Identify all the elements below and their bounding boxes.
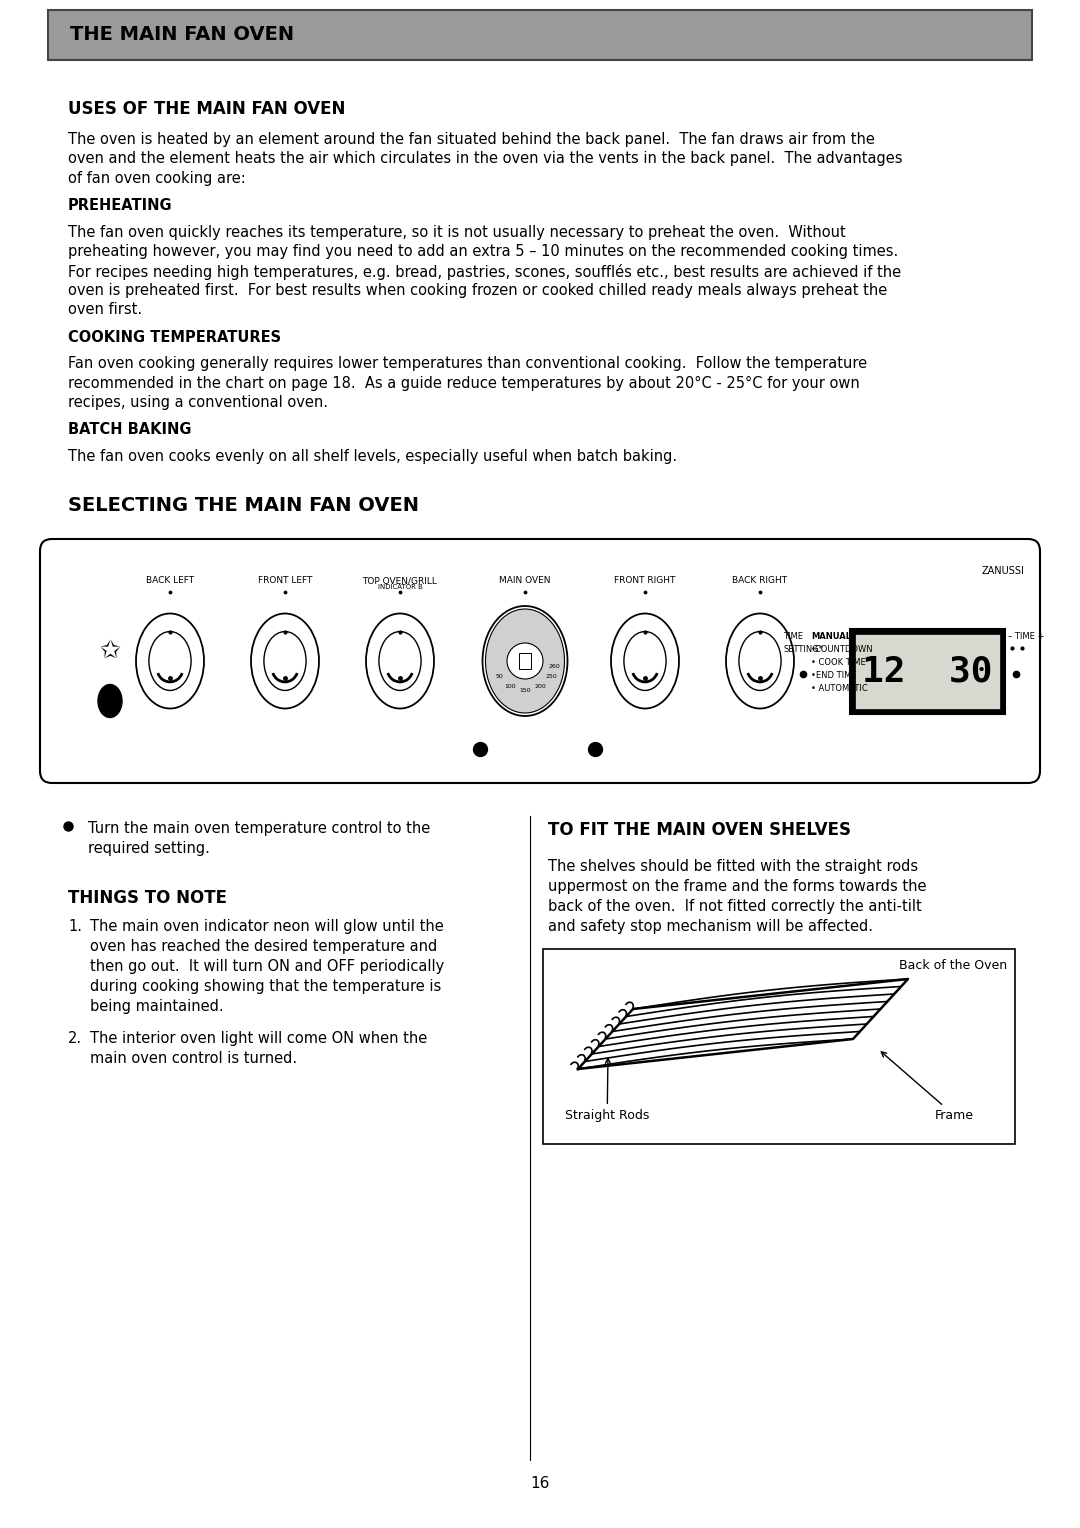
Text: Back of the Oven: Back of the Oven — [899, 960, 1007, 972]
Text: COOKING TEMPERATURES: COOKING TEMPERATURES — [68, 330, 281, 345]
Text: USES OF THE MAIN FAN OVEN: USES OF THE MAIN FAN OVEN — [68, 99, 346, 118]
Text: 12  30: 12 30 — [862, 656, 993, 689]
Text: back of the oven.  If not fitted correctly the anti-tilt: back of the oven. If not fitted correctl… — [548, 898, 921, 914]
Text: Turn the main oven temperature control to the: Turn the main oven temperature control t… — [87, 821, 430, 836]
FancyBboxPatch shape — [850, 630, 1005, 715]
Text: oven and the element heats the air which circulates in the oven via the vents in: oven and the element heats the air which… — [68, 151, 903, 167]
Text: 100: 100 — [504, 685, 516, 689]
FancyBboxPatch shape — [855, 634, 1000, 709]
Ellipse shape — [379, 631, 421, 691]
Text: •END TIME: •END TIME — [811, 671, 856, 680]
Circle shape — [507, 643, 543, 678]
Text: The main oven indicator neon will glow until the: The main oven indicator neon will glow u… — [90, 918, 444, 934]
Ellipse shape — [136, 614, 204, 709]
Ellipse shape — [149, 631, 191, 691]
Text: • AUTOMATIC: • AUTOMATIC — [811, 685, 867, 694]
Text: For recipes needing high temperatures, e.g. bread, pastries, scones, soufflés et: For recipes needing high temperatures, e… — [68, 263, 901, 280]
Text: 200: 200 — [535, 685, 545, 689]
Text: BACK RIGHT: BACK RIGHT — [732, 576, 787, 585]
Text: PREHEATING: PREHEATING — [68, 199, 173, 214]
Text: 16: 16 — [530, 1476, 550, 1491]
FancyBboxPatch shape — [40, 539, 1040, 782]
Text: The interior oven light will come ON when the: The interior oven light will come ON whe… — [90, 1031, 428, 1047]
Text: preheating however, you may find you need to add an extra 5 – 10 minutes on the : preheating however, you may find you nee… — [68, 244, 899, 260]
Text: 260: 260 — [549, 663, 561, 669]
Ellipse shape — [486, 610, 565, 714]
Text: oven has reached the desired temperature and: oven has reached the desired temperature… — [90, 940, 437, 953]
Text: 250: 250 — [545, 674, 557, 678]
Text: TIME: TIME — [783, 633, 804, 642]
Text: The oven is heated by an element around the fan situated behind the back panel. : The oven is heated by an element around … — [68, 131, 875, 147]
Text: 50: 50 — [495, 674, 503, 678]
Text: 2.: 2. — [68, 1031, 82, 1047]
Text: MAIN OVEN: MAIN OVEN — [499, 576, 551, 585]
Text: required setting.: required setting. — [87, 840, 210, 856]
Text: – TIME +: – TIME + — [1008, 633, 1044, 642]
Text: THE MAIN FAN OVEN: THE MAIN FAN OVEN — [70, 24, 294, 43]
Text: The shelves should be fitted with the straight rods: The shelves should be fitted with the st… — [548, 859, 918, 874]
Text: BATCH BAKING: BATCH BAKING — [68, 423, 191, 437]
Text: main oven control is turned.: main oven control is turned. — [90, 1051, 297, 1067]
Text: BACK LEFT: BACK LEFT — [146, 576, 194, 585]
Ellipse shape — [624, 631, 666, 691]
Text: being maintained.: being maintained. — [90, 999, 224, 1015]
Text: TO FIT THE MAIN OVEN SHELVES: TO FIT THE MAIN OVEN SHELVES — [548, 821, 851, 839]
Text: INDICATOR B: INDICATOR B — [378, 584, 422, 590]
Text: ZANUSSI: ZANUSSI — [982, 565, 1025, 576]
Text: 1.: 1. — [68, 918, 82, 934]
Ellipse shape — [264, 631, 306, 691]
Text: then go out.  It will turn ON and OFF periodically: then go out. It will turn ON and OFF per… — [90, 960, 444, 973]
Text: ✩: ✩ — [99, 639, 121, 663]
Ellipse shape — [483, 607, 567, 717]
Ellipse shape — [366, 614, 434, 709]
Text: FRONT RIGHT: FRONT RIGHT — [615, 576, 676, 585]
Text: Straight Rods: Straight Rods — [565, 1059, 649, 1122]
Ellipse shape — [251, 614, 319, 709]
Ellipse shape — [611, 614, 679, 709]
Text: SETTING*: SETTING* — [783, 645, 823, 654]
Text: oven is preheated first.  For best results when cooking frozen or cooked chilled: oven is preheated first. For best result… — [68, 283, 888, 298]
Text: Frame: Frame — [881, 1051, 974, 1122]
Text: and safety stop mechanism will be affected.: and safety stop mechanism will be affect… — [548, 918, 873, 934]
Text: uppermost on the frame and the forms towards the: uppermost on the frame and the forms tow… — [548, 879, 927, 894]
Text: recipes, using a conventional oven.: recipes, using a conventional oven. — [68, 396, 328, 410]
Text: recommended in the chart on page 18.  As a guide reduce temperatures by about 20: recommended in the chart on page 18. As … — [68, 376, 860, 391]
Text: of fan oven cooking are:: of fan oven cooking are: — [68, 171, 246, 186]
Ellipse shape — [739, 631, 781, 691]
Text: SELECTING THE MAIN FAN OVEN: SELECTING THE MAIN FAN OVEN — [68, 497, 419, 515]
Text: during cooking showing that the temperature is: during cooking showing that the temperat… — [90, 979, 442, 995]
FancyBboxPatch shape — [48, 11, 1032, 60]
Text: oven first.: oven first. — [68, 303, 143, 318]
Text: FRONT LEFT: FRONT LEFT — [258, 576, 312, 585]
Text: • COOK TIME: • COOK TIME — [811, 659, 866, 668]
FancyBboxPatch shape — [519, 652, 531, 669]
Text: THINGS TO NOTE: THINGS TO NOTE — [68, 889, 227, 908]
Ellipse shape — [98, 685, 122, 718]
Ellipse shape — [726, 614, 794, 709]
Text: The fan oven cooks evenly on all shelf levels, especially useful when batch baki: The fan oven cooks evenly on all shelf l… — [68, 449, 677, 463]
Text: Fan oven cooking generally requires lower temperatures than conventional cooking: Fan oven cooking generally requires lowe… — [68, 356, 867, 371]
FancyBboxPatch shape — [543, 949, 1015, 1144]
Text: MANUAL: MANUAL — [811, 633, 851, 642]
Text: 150: 150 — [519, 689, 530, 694]
Text: The fan oven quickly reaches its temperature, so it is not usually necessary to : The fan oven quickly reaches its tempera… — [68, 225, 846, 240]
Text: •COUNTDOWN: •COUNTDOWN — [811, 645, 874, 654]
Text: TOP OVEN/GRILL: TOP OVEN/GRILL — [363, 576, 437, 585]
